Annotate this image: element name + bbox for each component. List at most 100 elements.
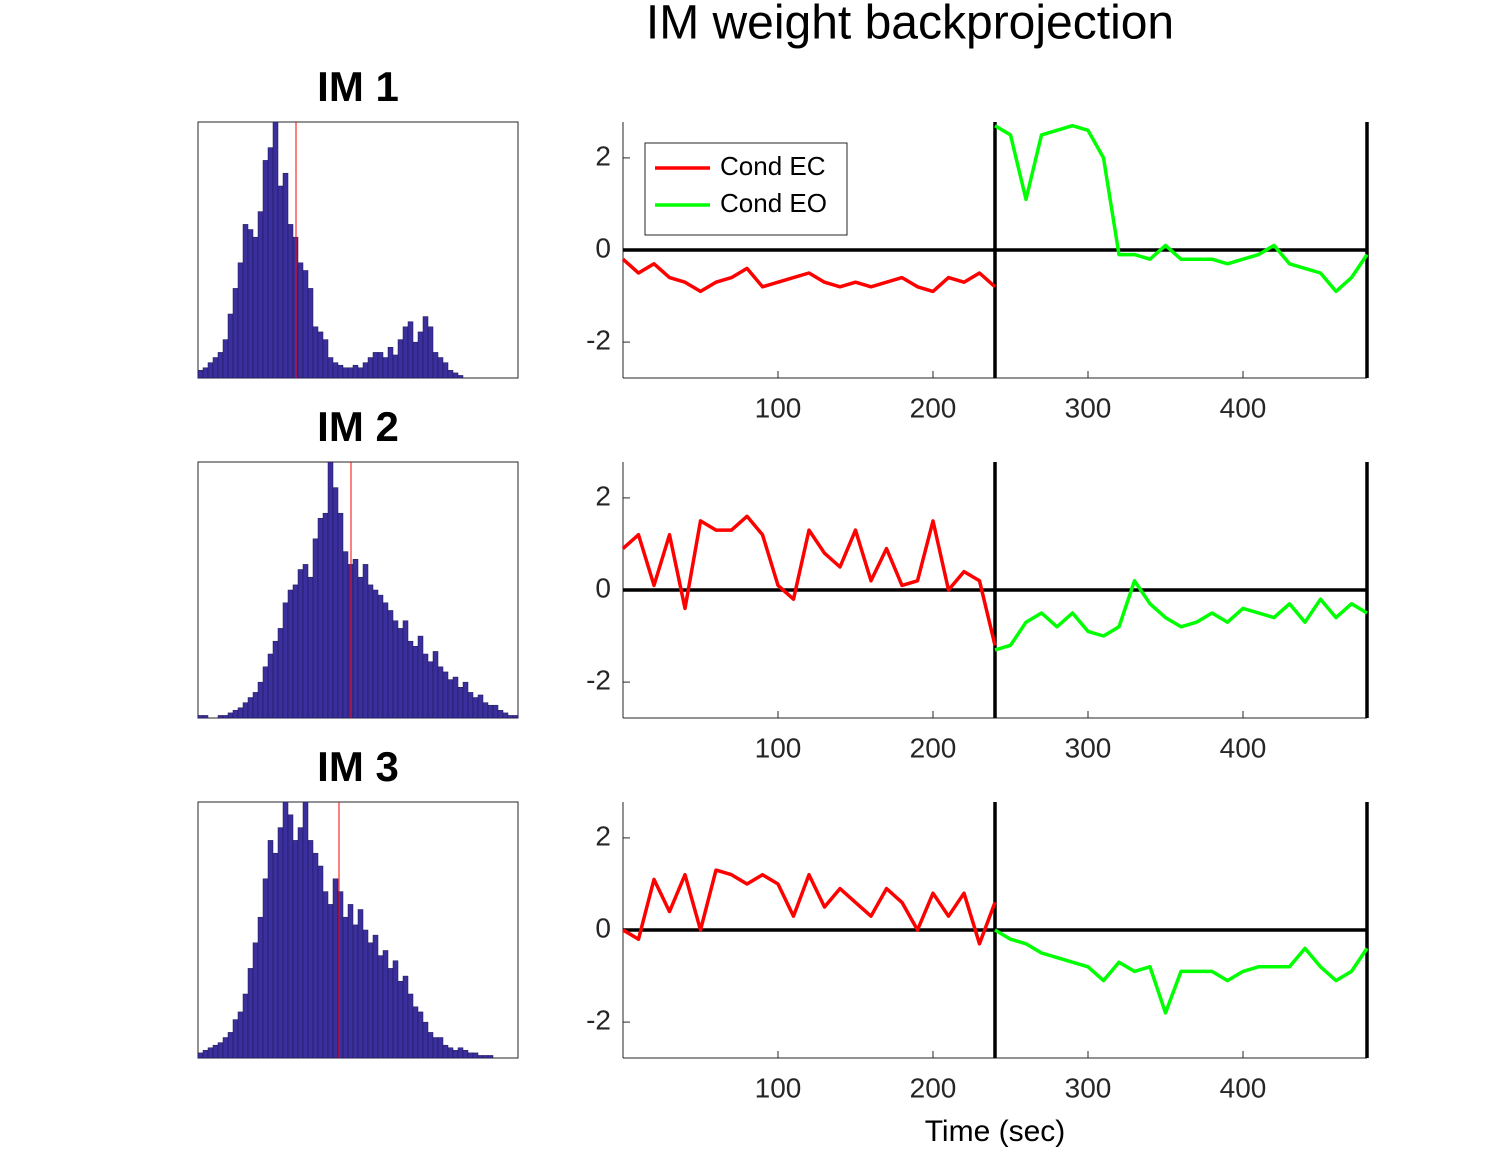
bar [247,697,254,719]
bar [197,715,204,719]
x-tick-label: 100 [755,1072,802,1103]
bar [277,827,284,1059]
bar [412,1006,419,1059]
bar [317,331,324,379]
bar [207,362,214,379]
x-tick-label: 400 [1220,732,1267,763]
bar [337,364,344,379]
bar [482,1055,489,1059]
bar [407,993,414,1059]
bar [377,352,384,379]
bar [452,372,459,379]
y-tick-label: 0 [595,912,611,943]
x-tick-label: 300 [1065,392,1112,423]
bar [212,1044,219,1059]
series-line [621,514,997,646]
series-line [994,579,1368,652]
bar [317,518,324,719]
bar [327,461,334,719]
bar [237,707,244,719]
x-tick-label: 200 [910,1072,957,1103]
bar [377,955,384,1059]
bar [342,551,349,719]
bar [442,1044,449,1059]
bar [332,362,339,379]
bar [312,326,319,379]
bar [262,878,269,1059]
bar [377,594,384,719]
bar [392,354,399,379]
bar [477,694,484,719]
bar [427,661,434,719]
bar [457,1047,464,1059]
bar [342,367,349,379]
bar [457,375,464,379]
bar [222,715,229,719]
bar [467,692,474,719]
bar [472,697,479,719]
bar [197,370,204,379]
bar [312,852,319,1059]
bar [387,347,394,379]
bar [452,676,459,719]
bar [267,147,274,379]
bar [247,229,254,379]
bar [422,653,429,719]
bar [262,160,269,379]
x-tick-label: 300 [1065,732,1112,763]
bar [407,321,414,379]
bar [422,1021,429,1059]
bar [372,352,379,379]
bar [402,620,409,719]
bar [257,916,264,1059]
y-tick-label: 0 [595,572,611,603]
bar [307,288,314,379]
bar [422,316,429,379]
bar [457,687,464,719]
bar [272,852,279,1059]
bar [252,942,259,1059]
bar [387,610,394,719]
bar [337,512,344,719]
bar [427,1032,434,1059]
x-tick-label: 300 [1065,1072,1112,1103]
bar [312,538,319,719]
bar [237,1011,244,1059]
y-tick-label: -2 [586,1004,611,1035]
bar [402,975,409,1059]
bar [287,589,294,719]
bar [287,224,294,379]
bar [222,1037,229,1059]
bar [357,367,364,379]
bar [297,262,304,379]
bar [197,1052,204,1059]
bar [257,211,264,379]
bar [432,651,439,719]
bar [447,1047,454,1059]
legend-label: Cond EO [720,188,827,218]
series-line [994,928,1369,1015]
y-tick-label: 2 [595,140,611,171]
bar [352,364,359,379]
bar [267,840,274,1059]
bar [202,367,209,379]
bar [272,640,279,719]
subplot-title: IM 1 [317,63,399,110]
bar [252,236,259,379]
series-line [621,257,997,294]
bar [352,559,359,719]
bar [407,640,414,719]
bar [242,993,249,1059]
bar [487,1055,494,1059]
bar [242,702,249,719]
bar [327,904,334,1059]
bar [437,357,444,379]
bar [387,968,394,1059]
bar [227,313,234,379]
bar [412,341,419,379]
bar [372,589,379,719]
bar [237,262,244,379]
bar [232,288,239,379]
bar [332,487,339,719]
x-tick-label: 200 [910,392,957,423]
